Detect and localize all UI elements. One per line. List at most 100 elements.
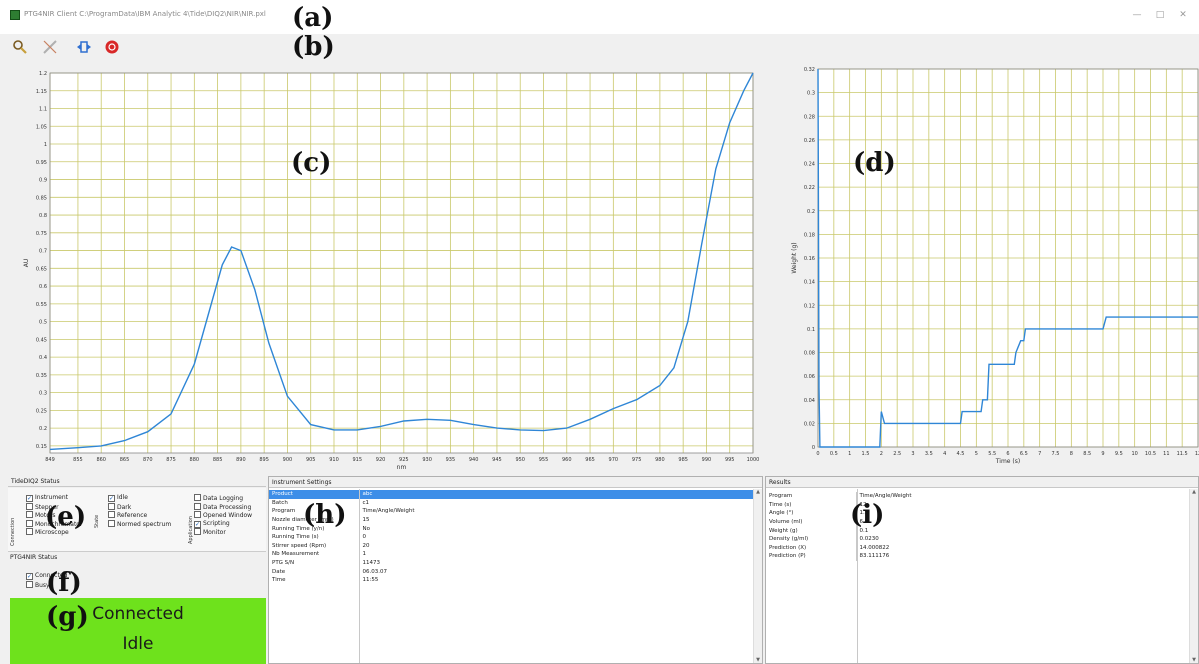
checkbox-box[interactable] (194, 528, 201, 535)
table-row[interactable]: Angle (°) 1.5 (766, 509, 1186, 518)
results-header: Results (766, 477, 1198, 488)
instrument-settings-header: Instrument Settings (269, 477, 762, 488)
status-checkbox[interactable]: Data Processing (194, 502, 252, 512)
checkbox-box[interactable] (26, 502, 33, 510)
table-row[interactable]: Batch c1 (269, 498, 753, 508)
y-tick-label: 0.14 (804, 280, 815, 286)
checkbox-box[interactable] (108, 502, 115, 510)
status-checkbox[interactable]: Stepper (26, 502, 59, 512)
checkbox-box[interactable] (108, 519, 115, 527)
table-row[interactable]: Program Time/Angle/Weight (766, 492, 1186, 501)
close-button[interactable]: ✕ (1179, 10, 1187, 20)
status-checkbox[interactable]: Reference (108, 511, 147, 520)
x-tick-label: 4 (943, 451, 946, 457)
table-row[interactable]: Date 06.03.07 (269, 567, 753, 576)
checkbox-label: Monitor (203, 529, 226, 536)
row-value: No (362, 525, 370, 532)
table-row[interactable]: Product abc (269, 490, 753, 499)
table-row[interactable]: Volume (ml) 6.5 (766, 517, 1186, 527)
x-tick-label: 875 (166, 457, 176, 463)
table-row[interactable]: Density (g/ml) 0.0230 (766, 534, 1186, 544)
x-tick-label: 865 (120, 457, 130, 463)
status-checkbox[interactable]: ✓ Connected (26, 572, 67, 580)
x-tick-label: 5.5 (988, 451, 996, 457)
checkbox-box[interactable] (26, 580, 33, 588)
checkbox-label: Opened Window (203, 512, 253, 519)
y-tick-label: 0.26 (804, 138, 815, 144)
row-value: 83.111176 (859, 553, 890, 560)
status-checkbox[interactable]: Normed spectrum (108, 519, 171, 529)
connect-icon[interactable] (76, 39, 92, 55)
checkbox-box[interactable] (194, 502, 201, 510)
search-icon[interactable] (12, 39, 28, 55)
checkbox-box[interactable]: ✓ (108, 495, 115, 502)
x-tick-label: 11.5 (1177, 451, 1188, 457)
results-scrollbar[interactable]: ▲ ▼ (1189, 489, 1198, 663)
x-tick-label: 995 (725, 457, 735, 463)
status-checkbox[interactable]: Motors (26, 511, 55, 520)
x-tick-label: 975 (632, 457, 642, 463)
status-checkbox[interactable]: Busy (26, 580, 50, 590)
table-row[interactable]: PTG S/N 11473 (269, 558, 753, 568)
row-key: Volume (ml) (766, 517, 857, 527)
results-table: Program Time/Angle/Weight Time (s) 12 Angle … (766, 492, 1186, 561)
y-tick-label: 0.65 (36, 266, 47, 272)
row-value: Time/Angle/Weight (362, 508, 415, 515)
checkbox-box[interactable] (26, 528, 33, 535)
status-panel-header: TideDIQ2 Status (8, 476, 266, 487)
annotation-c: (c) (291, 148, 332, 178)
annotation-d: (d) (853, 148, 896, 178)
settings-icon[interactable] (42, 39, 58, 55)
checkbox-box[interactable]: ✓ (26, 573, 33, 580)
y-tick-label: 0.12 (804, 303, 815, 309)
table-row[interactable]: Nozzle diameter (mm) 15 (269, 515, 753, 525)
x-tick-label: 900 (283, 457, 293, 463)
x-tick-label: 960 (562, 457, 572, 463)
checkbox-label: Data Processing (203, 503, 252, 511)
status-checkbox[interactable]: ✓ Instrument (26, 494, 68, 502)
row-value: 11:55 (362, 577, 379, 584)
y-tick-label: 0.3 (807, 91, 815, 97)
checkbox-box[interactable] (194, 494, 201, 501)
column-divider (359, 489, 360, 663)
status-checkbox[interactable]: Monochromator (26, 519, 82, 529)
x-tick-label: 930 (422, 457, 432, 463)
status-checkbox[interactable]: Opened Window (194, 511, 252, 520)
status-checkbox[interactable]: ✓ Idle (108, 494, 128, 502)
row-value: 11473 (362, 560, 381, 567)
checkbox-box[interactable] (26, 519, 33, 527)
table-row[interactable]: Program Time/Angle/Weight (269, 507, 753, 516)
status-checkbox[interactable]: Data Logging (194, 494, 243, 503)
x-tick-label: 0 (816, 451, 819, 457)
table-row[interactable]: Running Time (s) 0 (269, 532, 753, 542)
table-row[interactable]: Prediction (P) 83.111176 (766, 552, 1186, 561)
status-checkbox[interactable]: Monitor (194, 528, 226, 537)
status-checkbox[interactable]: ✓ Scripting (194, 520, 230, 528)
row-value: 1.5 (859, 510, 869, 517)
table-row[interactable]: Nb Measurement 1 (269, 550, 753, 559)
row-value: 0.0230 (859, 536, 879, 543)
status-checkbox[interactable]: Microscope (26, 528, 69, 537)
minimize-button[interactable]: — (1132, 10, 1142, 20)
settings-scrollbar[interactable]: ▲ ▼ (753, 489, 762, 663)
y-tick-label: 1.05 (36, 124, 47, 130)
stop-icon[interactable] (104, 39, 120, 55)
x-tick-label: 3 (911, 451, 914, 457)
x-tick-label: 7 (1038, 451, 1041, 457)
checkbox-box[interactable] (108, 511, 115, 518)
x-tick-label: 950 (515, 457, 525, 463)
table-row[interactable]: Weight (g) 0.1 (766, 526, 1186, 535)
checkbox-box[interactable]: ✓ (194, 520, 201, 528)
checkbox-box[interactable]: ✓ (26, 495, 33, 502)
checkbox-box[interactable] (194, 511, 201, 518)
checkbox-label: Dark (117, 503, 132, 511)
table-row[interactable]: Running Time (y/n) No (269, 524, 753, 533)
status-checkbox[interactable]: Dark (108, 502, 132, 512)
table-row[interactable]: Prediction (X) 14.000822 (766, 543, 1186, 553)
checkbox-label: Instrument (35, 494, 69, 501)
table-row[interactable]: Time (s) 12 (766, 500, 1186, 510)
maximize-button[interactable]: □ (1155, 10, 1165, 20)
table-row[interactable]: Time 11:55 (269, 575, 753, 585)
table-row[interactable]: Stirrer speed (Rpm) 20 (269, 541, 753, 551)
checkbox-box[interactable] (26, 511, 33, 518)
